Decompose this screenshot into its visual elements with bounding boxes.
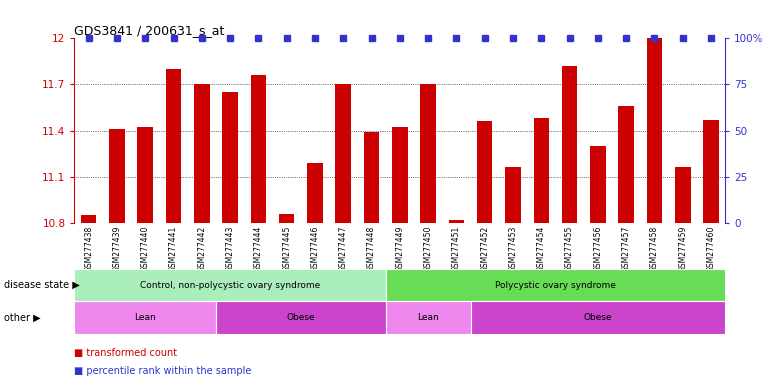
Bar: [448, 220, 464, 223]
Text: Polycystic ovary syndrome: Polycystic ovary syndrome: [495, 281, 616, 290]
Text: GDS3841 / 200631_s_at: GDS3841 / 200631_s_at: [74, 24, 225, 37]
Bar: [392, 127, 408, 223]
Bar: [364, 132, 379, 223]
Text: disease state ▶: disease state ▶: [4, 280, 80, 290]
Bar: [137, 127, 153, 223]
Bar: [420, 84, 436, 223]
Bar: [647, 38, 662, 223]
Bar: [109, 129, 125, 223]
Bar: [470, 301, 725, 334]
Bar: [74, 269, 386, 301]
Bar: [386, 269, 725, 301]
Bar: [216, 301, 386, 334]
Text: ■ percentile rank within the sample: ■ percentile rank within the sample: [74, 366, 252, 376]
Bar: [386, 301, 470, 334]
Bar: [251, 75, 266, 223]
Text: Lean: Lean: [417, 313, 439, 322]
Bar: [505, 167, 521, 223]
Bar: [74, 301, 216, 334]
Text: Lean: Lean: [134, 313, 156, 322]
Text: Control, non-polycystic ovary syndrome: Control, non-polycystic ovary syndrome: [140, 281, 320, 290]
Text: other ▶: other ▶: [4, 313, 41, 323]
Bar: [675, 167, 691, 223]
Bar: [336, 84, 351, 223]
Bar: [619, 106, 634, 223]
Bar: [81, 215, 96, 223]
Bar: [223, 92, 238, 223]
Text: Obese: Obese: [583, 313, 612, 322]
Bar: [562, 66, 577, 223]
Bar: [165, 69, 181, 223]
Text: ■ transformed count: ■ transformed count: [74, 348, 178, 358]
Bar: [590, 146, 606, 223]
Bar: [477, 121, 492, 223]
Bar: [307, 163, 323, 223]
Bar: [279, 214, 295, 223]
Bar: [534, 118, 549, 223]
Bar: [194, 84, 209, 223]
Bar: [703, 120, 719, 223]
Text: Obese: Obese: [286, 313, 315, 322]
